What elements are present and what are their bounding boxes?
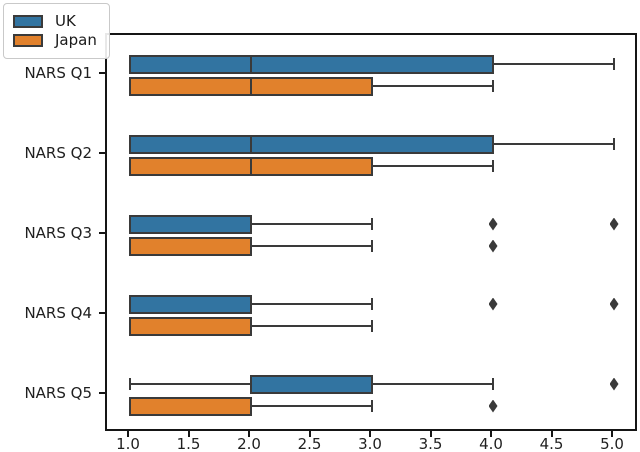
y-tick-nars-q2 [99, 152, 105, 154]
whisker-high-japan-nars-q4 [251, 325, 372, 327]
legend-entry-uk: UK [13, 13, 97, 30]
x-tick-label-3.0: 3.0 [358, 435, 382, 452]
x-tick-1.0 [127, 431, 129, 437]
whisker-high-uk-nars-q1 [493, 63, 614, 65]
y-tick-nars-q5 [99, 392, 105, 394]
whisker-cap-high-uk-nars-q5 [492, 378, 494, 390]
whisker-high-japan-nars-q2 [372, 165, 493, 167]
box-uk-nars-q4 [129, 294, 252, 314]
x-tick-3.0 [369, 431, 371, 437]
outlier-uk-nars-q4-5 [609, 297, 619, 311]
x-tick-5.0 [611, 431, 613, 437]
x-tick-label-4.0: 4.0 [479, 435, 503, 452]
whisker-cap-high-japan-nars-q1 [492, 80, 494, 92]
y-tick-label-nars-q2: NARS Q2 [24, 144, 92, 162]
whisker-cap-high-japan-nars-q5 [371, 400, 373, 412]
x-tick-label-2.0: 2.0 [237, 435, 261, 452]
legend-swatch-japan [13, 34, 43, 47]
box-uk-nars-q5 [250, 374, 373, 394]
whisker-high-japan-nars-q1 [372, 85, 493, 87]
box-uk-nars-q2 [129, 134, 494, 154]
y-tick-label-nars-q3: NARS Q3 [24, 224, 92, 242]
x-tick-3.5 [429, 431, 432, 437]
y-tick-nars-q3 [99, 232, 105, 234]
y-tick-nars-q4 [99, 312, 105, 314]
y-tick-label-nars-q5: NARS Q5 [24, 384, 92, 402]
outlier-japan-nars-q5-4 [488, 399, 498, 413]
box-uk-nars-q3 [129, 214, 252, 234]
median-uk-nars-q1 [250, 54, 252, 74]
x-tick-label-2.5: 2.5 [297, 435, 322, 452]
whisker-high-uk-nars-q5 [372, 383, 493, 385]
x-tick-1.5 [187, 431, 190, 437]
legend-swatch-uk [13, 15, 43, 28]
y-tick-label-nars-q4: NARS Q4 [24, 304, 92, 322]
x-tick-4.0 [490, 431, 492, 437]
median-japan-nars-q1 [250, 76, 252, 96]
y-tick-nars-q1 [99, 72, 105, 74]
outlier-uk-nars-q3-4 [488, 217, 498, 231]
whisker-cap-high-uk-nars-q2 [613, 138, 615, 150]
x-tick-2.5 [308, 431, 311, 437]
whisker-cap-high-japan-nars-q2 [492, 160, 494, 172]
legend-label-japan: Japan [55, 31, 97, 49]
whisker-high-uk-nars-q4 [251, 303, 372, 305]
whisker-high-japan-nars-q3 [251, 245, 372, 247]
y-tick-label-nars-q1: NARS Q1 [24, 64, 92, 82]
box-japan-nars-q5 [129, 396, 252, 416]
whisker-high-uk-nars-q3 [251, 223, 372, 225]
whisker-high-japan-nars-q5 [251, 405, 372, 407]
whisker-cap-high-uk-nars-q4 [371, 298, 373, 310]
whisker-cap-high-japan-nars-q4 [371, 320, 373, 332]
whisker-cap-high-uk-nars-q1 [613, 58, 615, 70]
whisker-cap-high-japan-nars-q3 [371, 240, 373, 252]
x-tick-label-1.0: 1.0 [116, 435, 140, 452]
whisker-cap-low-uk-nars-q5 [129, 378, 131, 390]
legend-label-uk: UK [55, 12, 76, 30]
box-japan-nars-q4 [129, 316, 252, 336]
x-tick-label-3.5: 3.5 [418, 435, 443, 452]
whisker-cap-high-uk-nars-q3 [371, 218, 373, 230]
legend: UK Japan [3, 3, 110, 59]
x-tick-label-1.5: 1.5 [176, 435, 201, 452]
legend-entry-japan: Japan [13, 32, 97, 49]
x-tick-2.0 [248, 431, 250, 437]
median-uk-nars-q2 [250, 134, 252, 154]
box-japan-nars-q3 [129, 236, 252, 256]
outlier-uk-nars-q5-5 [609, 377, 619, 391]
whisker-low-uk-nars-q5 [130, 383, 251, 385]
plot-area [105, 33, 637, 431]
median-japan-nars-q2 [250, 156, 252, 176]
outlier-uk-nars-q4-4 [488, 297, 498, 311]
outlier-japan-nars-q3-4 [488, 239, 498, 253]
box-uk-nars-q1 [129, 54, 494, 74]
whisker-high-uk-nars-q2 [493, 143, 614, 145]
x-tick-label-4.5: 4.5 [539, 435, 564, 452]
outlier-uk-nars-q3-5 [609, 217, 619, 231]
x-tick-4.5 [550, 431, 553, 437]
x-tick-label-5.0: 5.0 [600, 435, 624, 452]
